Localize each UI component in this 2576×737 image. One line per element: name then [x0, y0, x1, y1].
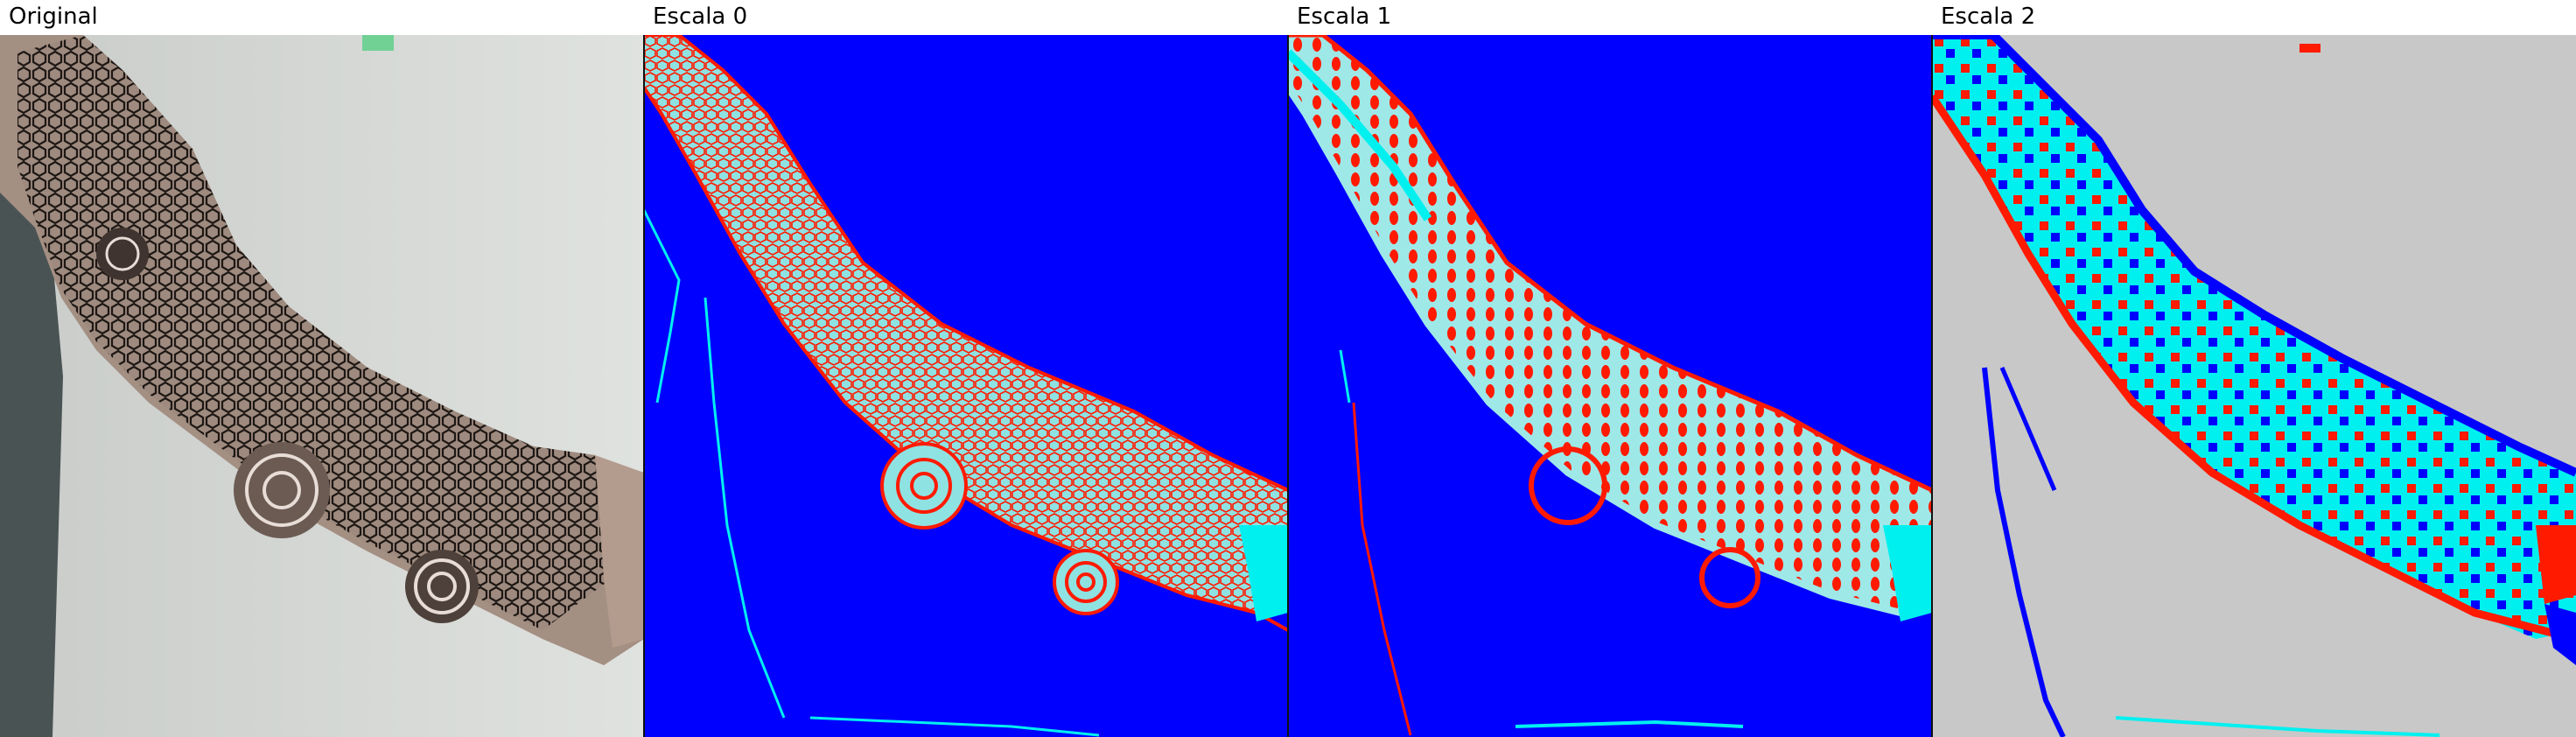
panel-escala-0: Escala 0: [644, 0, 1288, 737]
panel-divider: [1931, 35, 1933, 737]
segmentation-map-scale-0: [644, 35, 1288, 737]
panel-label: Escala 1: [1297, 4, 1392, 30]
panel-label: Escala 2: [1941, 4, 2036, 30]
panel-escala-2: Escala 2: [1932, 0, 2576, 737]
panel-divider: [1287, 35, 1289, 737]
original-photo: [0, 35, 644, 737]
panel-label: Escala 0: [653, 4, 748, 30]
panel-original: Original: [0, 0, 644, 737]
segmentation-map-scale-1: [1288, 35, 1932, 737]
panel-label: Original: [9, 4, 98, 30]
segmentation-map-scale-2: [1932, 35, 2576, 737]
panel-escala-1: Escala 1: [1288, 0, 1932, 737]
panel-divider: [643, 35, 645, 737]
